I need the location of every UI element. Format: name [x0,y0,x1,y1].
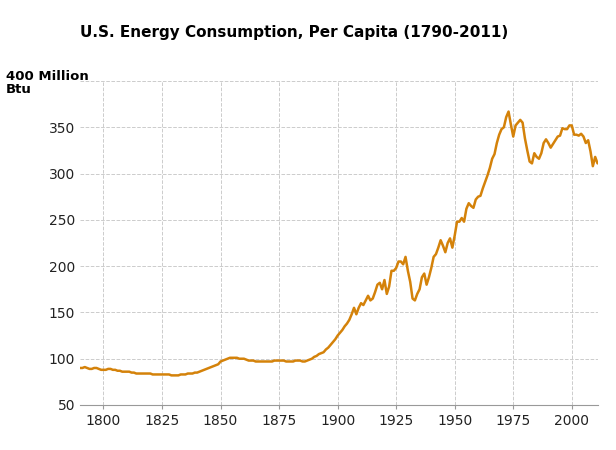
Text: Btu: Btu [6,83,32,96]
Text: U.S. Energy Consumption, Per Capita (1790-2011): U.S. Energy Consumption, Per Capita (179… [80,26,508,40]
Text: 400 Million: 400 Million [6,70,89,83]
